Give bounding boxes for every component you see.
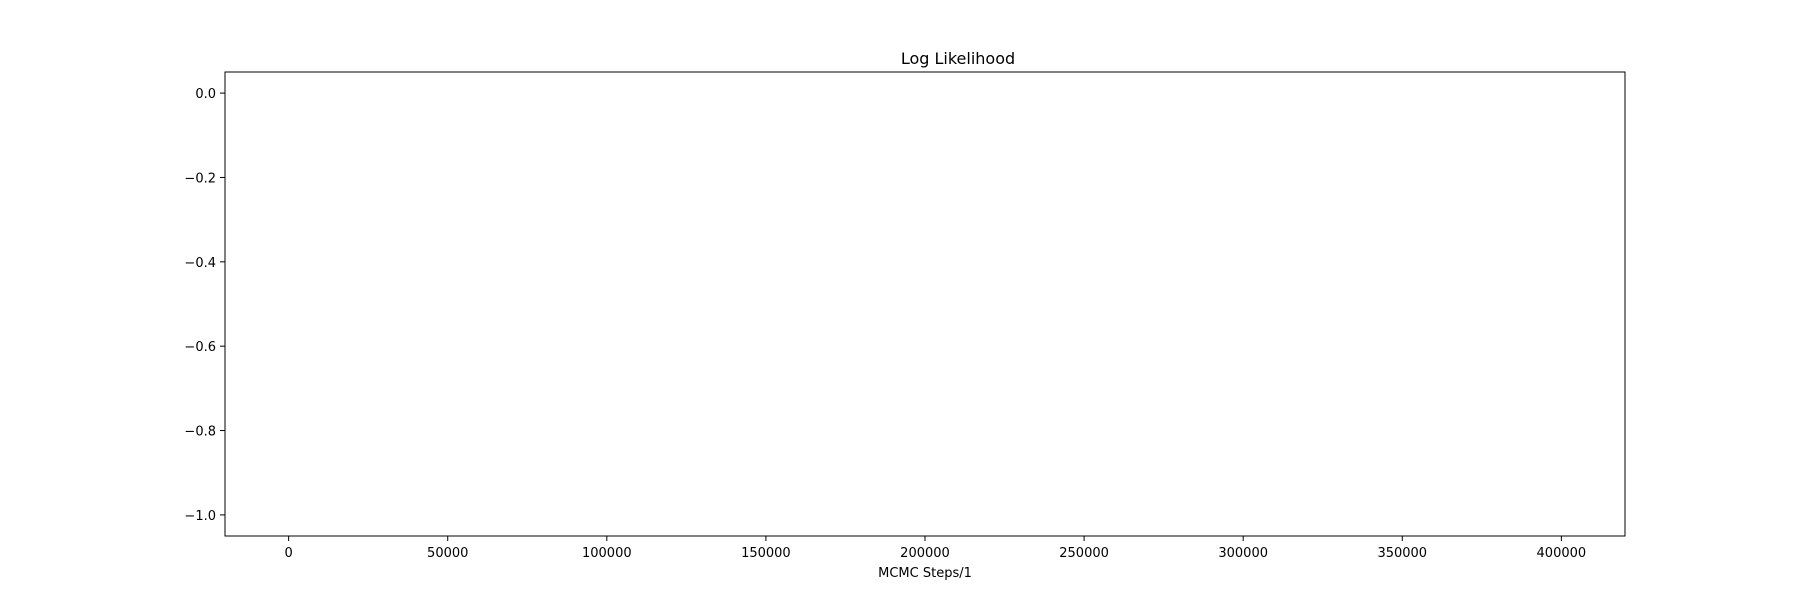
x-tick-label: 100000: [582, 546, 632, 561]
chart-title: Log Likelihood: [901, 49, 1015, 68]
x-tick-label: 400000: [1537, 546, 1587, 561]
y-tick-label: 0.0: [195, 87, 216, 102]
x-tick-label: 50000: [427, 546, 468, 561]
x-axis-label: MCMC Steps/1: [878, 566, 972, 581]
y-tick-label: −0.6: [184, 340, 216, 355]
y-tick-label: −1.0: [184, 509, 216, 524]
x-tick-label: 300000: [1218, 546, 1268, 561]
y-tick-label: −0.4: [184, 256, 216, 271]
plot-frame: [224, 71, 1626, 537]
x-tick-label: 350000: [1377, 546, 1427, 561]
y-tick-label: −0.8: [184, 425, 216, 440]
x-tick-label: 0: [284, 546, 292, 561]
x-tick-label: 200000: [900, 546, 950, 561]
x-tick-label: 250000: [1059, 546, 1109, 561]
y-tick-label: −0.2: [184, 171, 216, 186]
x-axis: 0 50000 100000 150000 200000 250000 300000 3500…: [284, 536, 1586, 561]
x-tick-label: 150000: [741, 546, 791, 561]
y-axis: 0.0 −0.2 −0.4 −0.6 −0.8 −1.0: [184, 87, 225, 524]
